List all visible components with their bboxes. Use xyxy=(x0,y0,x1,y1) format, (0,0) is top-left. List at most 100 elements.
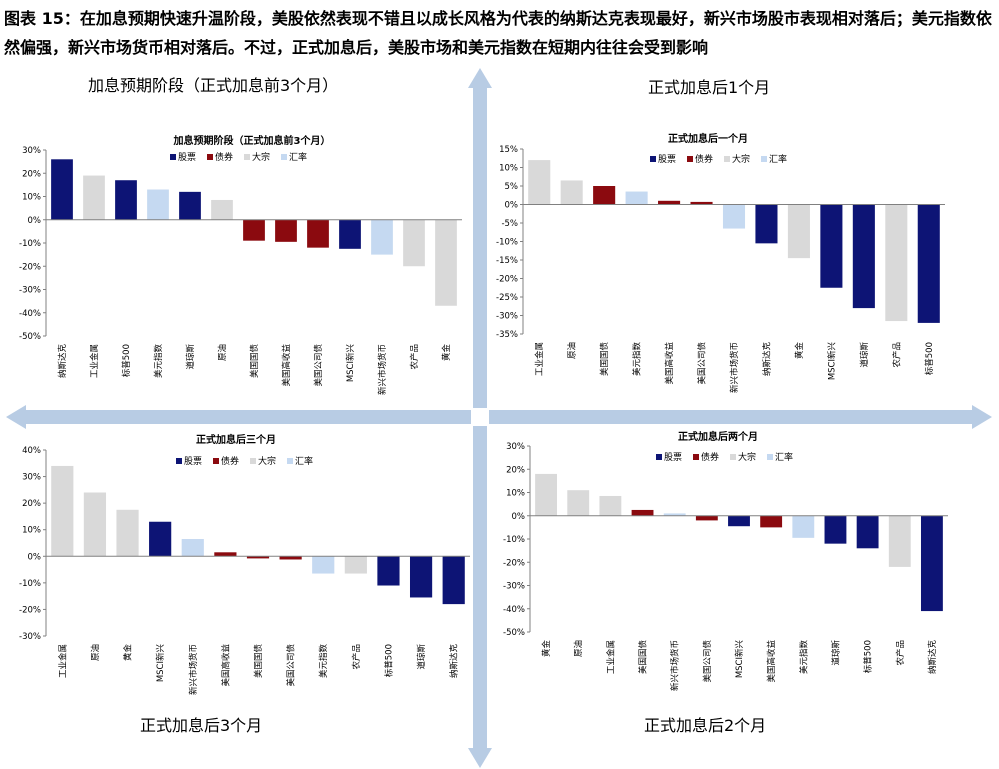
legend-label: 股票 xyxy=(184,456,202,467)
category-label: 农产品 xyxy=(895,640,906,666)
category-label: 标普500 xyxy=(924,342,935,375)
legend-label: 股票 xyxy=(658,154,676,165)
bar-0 xyxy=(535,473,558,516)
legend-swatch-0 xyxy=(170,154,176,160)
bar-1 xyxy=(83,175,105,220)
quadrant-label-bottom-left: 正式加息后3个月 xyxy=(140,716,263,735)
bar-8 xyxy=(312,556,335,574)
legend-label: 大宗 xyxy=(252,151,270,163)
category-label: 纳斯达克 xyxy=(57,344,68,379)
bar-0 xyxy=(528,160,551,205)
bar-1 xyxy=(83,492,107,557)
y-tick-label: 0% xyxy=(28,552,42,562)
bar-0 xyxy=(51,465,74,557)
y-tick-label: 30% xyxy=(22,473,41,483)
legend-label: 债券 xyxy=(221,455,239,467)
category-label: MSCI新兴 xyxy=(155,644,166,683)
horizontal-arrow-shaft xyxy=(24,410,974,424)
category-label: 美元指数 xyxy=(318,644,329,679)
bar-11 xyxy=(403,219,425,267)
bar-10 xyxy=(856,515,879,549)
bar-6 xyxy=(728,515,750,527)
legend-label: 股票 xyxy=(178,152,196,163)
category-label: 美元指数 xyxy=(153,344,164,379)
y-tick-label: 20% xyxy=(22,169,41,179)
vertical-arrow-down-head xyxy=(468,748,492,768)
legend-label: 汇率 xyxy=(289,151,307,163)
bar-4 xyxy=(181,539,204,557)
bar-2 xyxy=(599,495,622,516)
category-label: 道琼斯 xyxy=(859,342,870,368)
y-tick-label: 40% xyxy=(22,446,41,456)
y-tick-label: -10% xyxy=(19,579,41,589)
y-tick-label: -30% xyxy=(19,632,41,642)
category-label: 美国公司债 xyxy=(702,640,713,683)
chart-title: 加息预期阶段（正式加息前3个月） xyxy=(173,134,331,147)
bar-9 xyxy=(344,556,367,574)
legend-swatch-1 xyxy=(687,156,693,162)
bar-12 xyxy=(917,204,940,323)
y-tick-label: 0% xyxy=(505,201,519,211)
legend-swatch-2 xyxy=(724,156,730,162)
bar-4 xyxy=(179,191,201,220)
legend-swatch-2 xyxy=(250,458,256,464)
arrow-center-gap xyxy=(471,408,489,426)
legend-swatch-1 xyxy=(693,454,699,460)
category-label: 农产品 xyxy=(891,342,902,368)
bar-7 xyxy=(275,219,297,242)
y-tick-label: -20% xyxy=(503,558,525,568)
category-label: 黄金 xyxy=(541,640,552,658)
category-label: 道琼斯 xyxy=(185,344,196,370)
bar-8 xyxy=(787,204,810,259)
bar-6 xyxy=(246,556,270,559)
category-label: 原油 xyxy=(217,344,228,361)
category-label: 美国高收益 xyxy=(220,644,231,687)
legend-label: 债券 xyxy=(215,151,233,163)
category-label: 原油 xyxy=(573,640,584,657)
legend-swatch-0 xyxy=(656,454,662,460)
category-label: 农产品 xyxy=(351,644,362,670)
bar-5 xyxy=(214,552,237,557)
bar-9 xyxy=(824,515,847,544)
bar-12 xyxy=(920,515,943,612)
bar-9 xyxy=(820,204,843,288)
category-label: 工业金属 xyxy=(605,640,616,674)
bar-9 xyxy=(339,219,361,249)
category-label: 工业金属 xyxy=(57,644,68,678)
legend-label: 大宗 xyxy=(738,451,756,463)
y-tick-label: 0% xyxy=(28,216,42,226)
y-tick-label: 10% xyxy=(499,164,518,174)
horizontal-arrow xyxy=(6,405,992,429)
y-tick-label: -35% xyxy=(496,330,518,340)
legend-swatch-3 xyxy=(767,454,773,460)
category-label: 美元指数 xyxy=(632,342,643,377)
bar-11 xyxy=(885,204,908,322)
y-tick-label: -50% xyxy=(503,628,525,638)
y-tick-label: 5% xyxy=(505,182,519,192)
category-label: 美国高收益 xyxy=(766,640,777,683)
legend-swatch-0 xyxy=(176,458,182,464)
bar-5 xyxy=(211,199,233,220)
vertical-arrow-up-head xyxy=(468,68,492,88)
legend-label: 大宗 xyxy=(258,455,276,467)
category-label: 美国公司债 xyxy=(286,644,297,687)
legend-swatch-2 xyxy=(244,154,250,160)
bar-2 xyxy=(116,509,139,557)
bar-1 xyxy=(567,490,590,516)
legend-swatch-2 xyxy=(730,454,736,460)
legend-swatch-1 xyxy=(213,458,219,464)
category-label: 工业金属 xyxy=(534,342,545,376)
category-label: 纳斯达克 xyxy=(761,342,772,377)
bar-4 xyxy=(658,200,681,205)
legend-label: 大宗 xyxy=(732,153,750,165)
quadrant-label-top-left: 加息预期阶段（正式加息前3个月） xyxy=(88,76,339,95)
legend-label: 债券 xyxy=(701,451,719,463)
legend-label: 债券 xyxy=(695,153,713,165)
bar-3 xyxy=(631,509,654,516)
horizontal-arrow-left-head xyxy=(6,405,26,429)
category-label: 农产品 xyxy=(409,344,420,370)
y-tick-label: -10% xyxy=(503,535,525,545)
